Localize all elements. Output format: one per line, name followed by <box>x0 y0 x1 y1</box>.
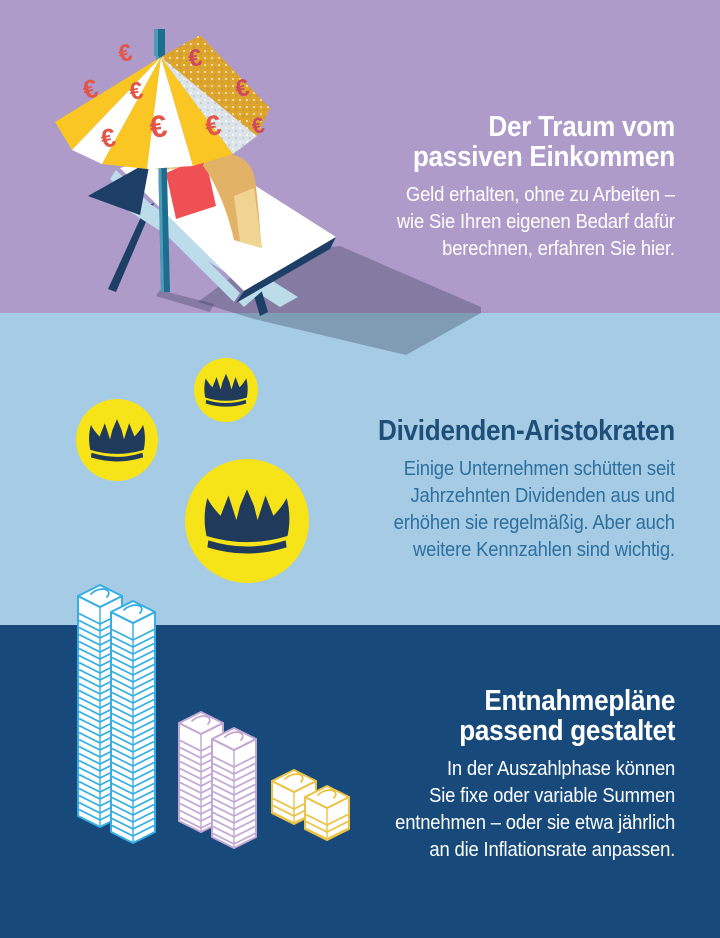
body-line: Jahrzehnten Dividenden aus und <box>410 484 676 507</box>
euro-symbol: € <box>186 44 204 73</box>
euro-symbol: € <box>233 74 252 103</box>
body-line: berechnen, erfahren Sie hier. <box>442 237 675 260</box>
body-line: Einige Unternehmen schütten seit <box>403 457 675 480</box>
euro-symbol: € <box>116 39 135 68</box>
section-body: Einige Unternehmen schütten seit Jahrzeh… <box>378 455 675 563</box>
euro-symbol: € <box>127 77 145 106</box>
body-line: weitere Kennzahlen sind wichtig. <box>413 538 675 561</box>
crown-badge-icon <box>76 399 158 481</box>
body-line: erhöhen sie regelmäßig. Aber auch <box>393 511 675 534</box>
title-line: Der Traum vom <box>488 111 675 143</box>
euro-symbol: € <box>98 122 118 154</box>
section-passive-income: Der Traum vom passiven Einkommen Geld er… <box>397 112 675 262</box>
body-line: entnehmen – oder sie etwa jährlich <box>394 811 675 834</box>
section-body: In der Auszahlphase können Sie fixe oder… <box>395 755 675 863</box>
euro-symbol: € <box>203 109 224 142</box>
section-dividend-aristocrats: Dividenden-Aristokraten Einige Unternehm… <box>378 416 675 563</box>
title-line: passiven Einkommen <box>412 141 675 173</box>
euro-symbol: € <box>147 108 169 145</box>
money-stack-icon <box>271 769 350 841</box>
money-stack-icon <box>77 584 156 844</box>
section-title: Dividenden-Aristokraten <box>378 416 675 446</box>
body-line: In der Auszahlphase können <box>446 757 675 780</box>
money-stack-icon <box>178 711 257 849</box>
section-withdrawal-plans: Entnahmepläne passend gestaltet In der A… <box>395 686 675 863</box>
title-line: Dividenden-Aristokraten <box>378 415 675 447</box>
money-stacks-illustration <box>77 584 350 849</box>
pole-shadow <box>156 290 214 312</box>
body-line: wie Sie Ihren eigenen Bedarf dafür <box>396 210 675 233</box>
crown-badges-illustration <box>76 358 309 583</box>
section-title: Der Traum vom passiven Einkommen <box>397 112 675 172</box>
section-body: Geld erhalten, ohne zu Arbeiten – wie Si… <box>397 181 675 262</box>
title-line: passend gestaltet <box>459 715 675 747</box>
section-title: Entnahmepläne passend gestaltet <box>395 686 675 746</box>
body-line: an die Inflationsrate anpassen. <box>429 838 675 861</box>
beach-scene-illustration: € € € € € € € € € <box>55 29 481 355</box>
body-line: Geld erhalten, ohne zu Arbeiten – <box>406 183 675 206</box>
title-line: Entnahmepläne <box>484 685 675 717</box>
body-line: Sie fixe oder variable Summen <box>428 784 675 807</box>
euro-symbol: € <box>250 112 267 139</box>
crown-badge-icon <box>194 358 258 422</box>
umbrella-icon: € € € € € € € € € <box>55 35 270 169</box>
crown-badge-icon <box>185 459 309 583</box>
